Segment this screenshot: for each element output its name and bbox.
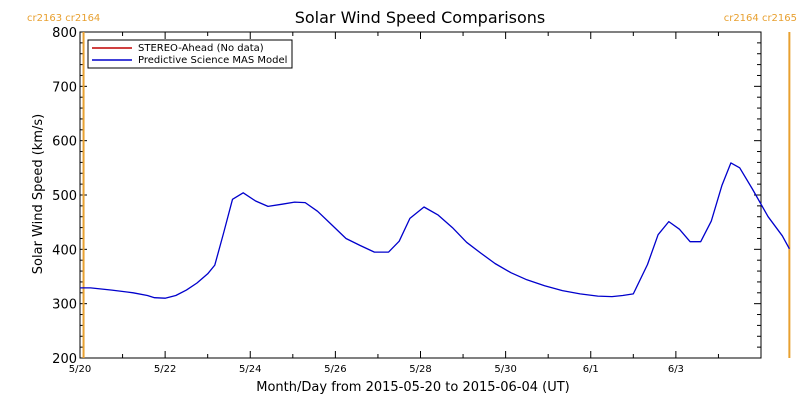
y-tick-label: 800 xyxy=(52,26,77,41)
x-tick-label: 6/3 xyxy=(668,364,684,375)
y-tick-label: 600 xyxy=(52,135,77,150)
legend-label: STEREO-Ahead (No data) xyxy=(138,43,264,54)
x-tick-label: 5/26 xyxy=(324,364,346,375)
legend-box xyxy=(87,39,293,69)
x-axis-label: Month/Day from 2015-05-20 to 2015-06-04 … xyxy=(256,380,569,395)
y-axis-label: Solar Wind Speed (km/s) xyxy=(31,114,46,274)
x-axis: 5/20 5/22 5/24 5/26 5/28 5/30 6/1 6/3 xyxy=(69,32,719,375)
legend: STEREO-Ahead (No data)Predictive Science… xyxy=(87,39,293,69)
chart-title: Solar Wind Speed Comparisons xyxy=(295,8,546,27)
y-tick-label: 200 xyxy=(52,352,77,367)
y-tick-label: 300 xyxy=(52,298,77,313)
y-tick-label: 700 xyxy=(52,80,77,95)
x-tick-label: 5/30 xyxy=(494,364,516,375)
x-tick-label: 5/28 xyxy=(409,364,431,375)
carrington-markers: cr2163 cr2164 cr2164 cr2165 xyxy=(27,13,797,358)
x-tick-label: 6/1 xyxy=(583,364,599,375)
y-tick-label: 500 xyxy=(52,189,77,204)
y-axis: 200 300 400 500 600 700 800 xyxy=(52,26,761,367)
carrington-marker-label: cr2163 cr2164 xyxy=(27,13,100,24)
y-tick-label: 400 xyxy=(52,243,77,258)
series-layer xyxy=(80,162,790,299)
x-tick-label: 5/24 xyxy=(239,364,261,375)
series-line-2 xyxy=(80,162,790,299)
x-tick-label: 5/20 xyxy=(69,364,91,375)
carrington-marker-label: cr2164 cr2165 xyxy=(724,13,797,24)
x-tick-label: 5/22 xyxy=(154,364,176,375)
legend-label: Predictive Science MAS Model xyxy=(138,55,287,66)
